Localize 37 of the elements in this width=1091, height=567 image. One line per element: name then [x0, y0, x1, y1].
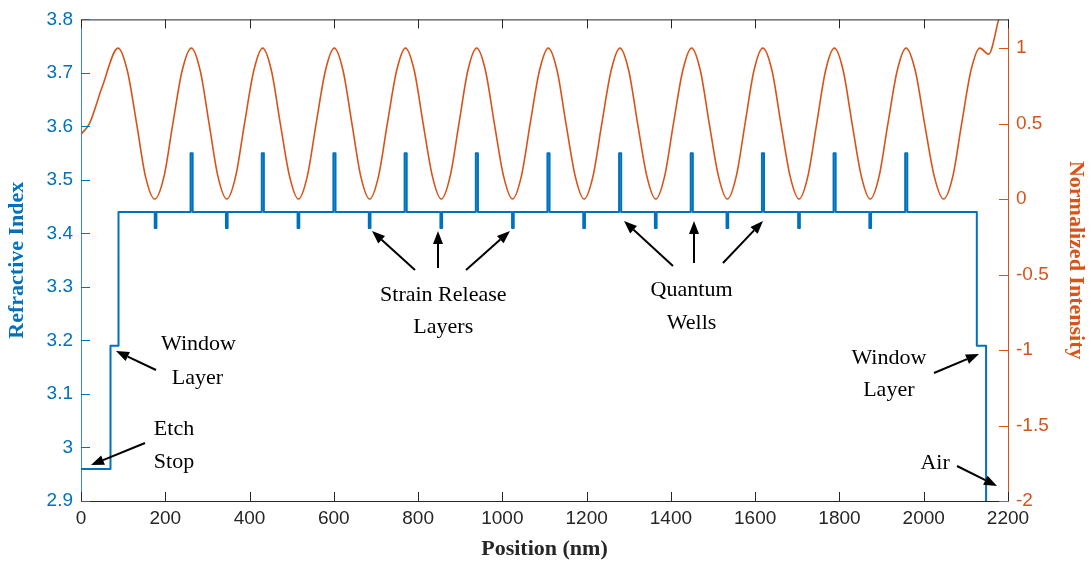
annotation: Air: [920, 448, 951, 474]
y-tick-label: 3.2: [46, 328, 73, 350]
y-tick-label: 3.5: [46, 168, 73, 190]
x-tick-label: 1400: [649, 506, 693, 528]
y2-tick-label: 1: [1016, 36, 1027, 58]
annotation: Window Layer: [851, 343, 927, 401]
annotation: Quantum Wells: [650, 275, 733, 334]
x-tick-label: 400: [233, 506, 266, 528]
y-tick-label: 3.4: [46, 221, 74, 243]
x-tick-label: 1800: [818, 506, 861, 528]
y2-tick-label: 0: [1016, 187, 1027, 209]
x-tick-label: 800: [402, 506, 434, 528]
y-tick-label: 3.8: [46, 7, 73, 29]
annotation: Window Layer: [161, 329, 237, 389]
y2-axis-title: Normalized Intensity: [1065, 160, 1091, 360]
y-tick-label: 2.9: [46, 489, 73, 511]
x-tick-label: 1000: [481, 506, 524, 528]
y2-tick-label: -1.5: [1016, 413, 1049, 435]
x-tick-label: 2000: [902, 506, 945, 528]
x-axis-title: Position (nm): [481, 535, 608, 561]
y-tick-label: 3.7: [46, 61, 73, 83]
y-axis-title: Refractive Index: [2, 181, 28, 339]
y2-tick-label: -1: [1016, 338, 1033, 360]
y-tick-label: 3.1: [46, 382, 73, 404]
y-tick-label: 3.3: [46, 275, 73, 297]
annotation: Etch Stop: [153, 414, 195, 473]
y2-tick-label: 0.5: [1016, 111, 1043, 133]
y-tick-label: 3: [62, 435, 73, 457]
x-tick-label: 200: [149, 506, 182, 528]
x-tick-label: 1600: [734, 506, 777, 528]
x-tick-label: 600: [317, 506, 350, 528]
y-tick-label: 3.6: [46, 114, 73, 136]
x-tick-label: 1200: [565, 506, 608, 528]
y2-tick-label: -0.5: [1016, 262, 1049, 284]
x-tick-label: 0: [75, 506, 87, 528]
annotation: Strain Release Layers: [380, 280, 507, 338]
line-series: [81, 19, 1000, 200]
